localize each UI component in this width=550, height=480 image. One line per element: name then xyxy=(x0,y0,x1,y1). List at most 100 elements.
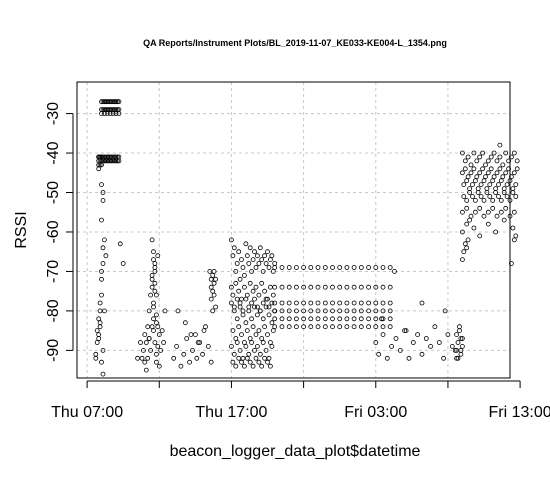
data-point xyxy=(432,324,438,330)
data-point xyxy=(477,154,483,160)
data-point xyxy=(470,194,475,199)
data-point xyxy=(459,257,465,263)
data-point xyxy=(474,174,480,180)
data-point xyxy=(148,292,154,298)
data-point xyxy=(498,197,504,203)
data-point xyxy=(380,300,386,306)
data-point xyxy=(415,332,421,338)
data-point xyxy=(380,308,386,314)
data-point xyxy=(510,225,516,231)
data-point xyxy=(293,316,299,322)
data-point xyxy=(159,328,165,334)
data-point xyxy=(272,308,278,314)
data-point xyxy=(250,288,256,294)
data-point xyxy=(269,253,275,259)
data-point xyxy=(237,300,243,306)
data-point xyxy=(511,150,517,156)
data-point xyxy=(301,324,307,330)
data-point xyxy=(152,280,158,286)
data-point xyxy=(104,111,110,116)
data-point xyxy=(514,166,520,172)
data-point xyxy=(244,253,250,259)
data-point xyxy=(263,304,269,310)
data-point xyxy=(487,182,493,188)
data-point xyxy=(156,363,162,369)
data-point xyxy=(272,316,278,322)
data-point xyxy=(256,292,262,298)
data-point xyxy=(461,182,467,188)
data-point xyxy=(442,308,448,314)
data-point xyxy=(174,343,180,349)
data-point xyxy=(480,166,486,172)
data-point xyxy=(472,197,478,203)
data-point xyxy=(262,288,268,294)
data-point xyxy=(459,150,465,156)
data-point xyxy=(99,162,104,168)
data-point xyxy=(472,178,478,184)
data-point xyxy=(265,249,270,255)
data-point xyxy=(263,296,269,302)
data-point xyxy=(262,253,268,259)
data-point xyxy=(487,194,493,199)
data-point xyxy=(464,221,470,227)
data-point xyxy=(240,308,246,314)
data-point xyxy=(387,316,393,322)
data-point xyxy=(162,308,168,314)
data-point xyxy=(145,355,151,361)
data-point xyxy=(267,257,273,263)
data-point xyxy=(152,265,158,270)
data-point xyxy=(100,190,106,195)
data-point xyxy=(200,351,206,357)
data-point xyxy=(397,347,403,353)
data-point xyxy=(100,245,106,251)
data-point xyxy=(387,324,393,330)
data-point xyxy=(272,300,278,306)
data-point xyxy=(252,347,257,353)
data-point xyxy=(152,261,158,266)
data-point xyxy=(485,170,491,176)
data-point xyxy=(497,166,503,172)
data-point xyxy=(458,351,464,357)
data-point xyxy=(490,197,496,203)
data-point xyxy=(392,268,397,274)
data-point xyxy=(260,340,266,345)
data-point xyxy=(187,359,193,365)
data-point xyxy=(256,328,262,334)
data-point xyxy=(97,162,103,168)
data-point xyxy=(428,343,434,349)
data-point xyxy=(107,111,113,116)
data-point xyxy=(161,340,167,345)
data-point xyxy=(301,300,307,306)
data-point xyxy=(99,359,104,365)
data-point xyxy=(151,304,156,310)
data-point xyxy=(156,332,162,338)
data-point xyxy=(103,253,109,259)
data-point xyxy=(481,178,487,184)
data-point xyxy=(237,304,243,310)
data-point xyxy=(470,182,475,188)
plot-frame xyxy=(76,81,511,379)
data-point xyxy=(330,284,335,290)
data-point xyxy=(152,340,158,345)
data-point xyxy=(197,340,203,345)
data-point xyxy=(260,300,266,306)
data-point xyxy=(481,213,487,219)
data-point xyxy=(210,288,216,294)
data-point xyxy=(308,284,314,290)
data-point xyxy=(454,355,460,361)
data-point xyxy=(96,166,102,172)
data-point xyxy=(461,249,467,255)
data-point xyxy=(195,340,201,345)
data-point xyxy=(233,363,239,369)
data-point xyxy=(213,304,219,310)
data-point xyxy=(337,284,343,290)
data-point xyxy=(503,170,509,176)
data-point xyxy=(344,284,350,290)
data-point xyxy=(471,225,477,231)
data-point xyxy=(504,182,510,188)
data-point xyxy=(208,296,214,302)
data-point xyxy=(286,265,292,270)
data-point xyxy=(146,308,152,314)
data-point xyxy=(158,347,164,353)
data-point xyxy=(457,324,462,330)
